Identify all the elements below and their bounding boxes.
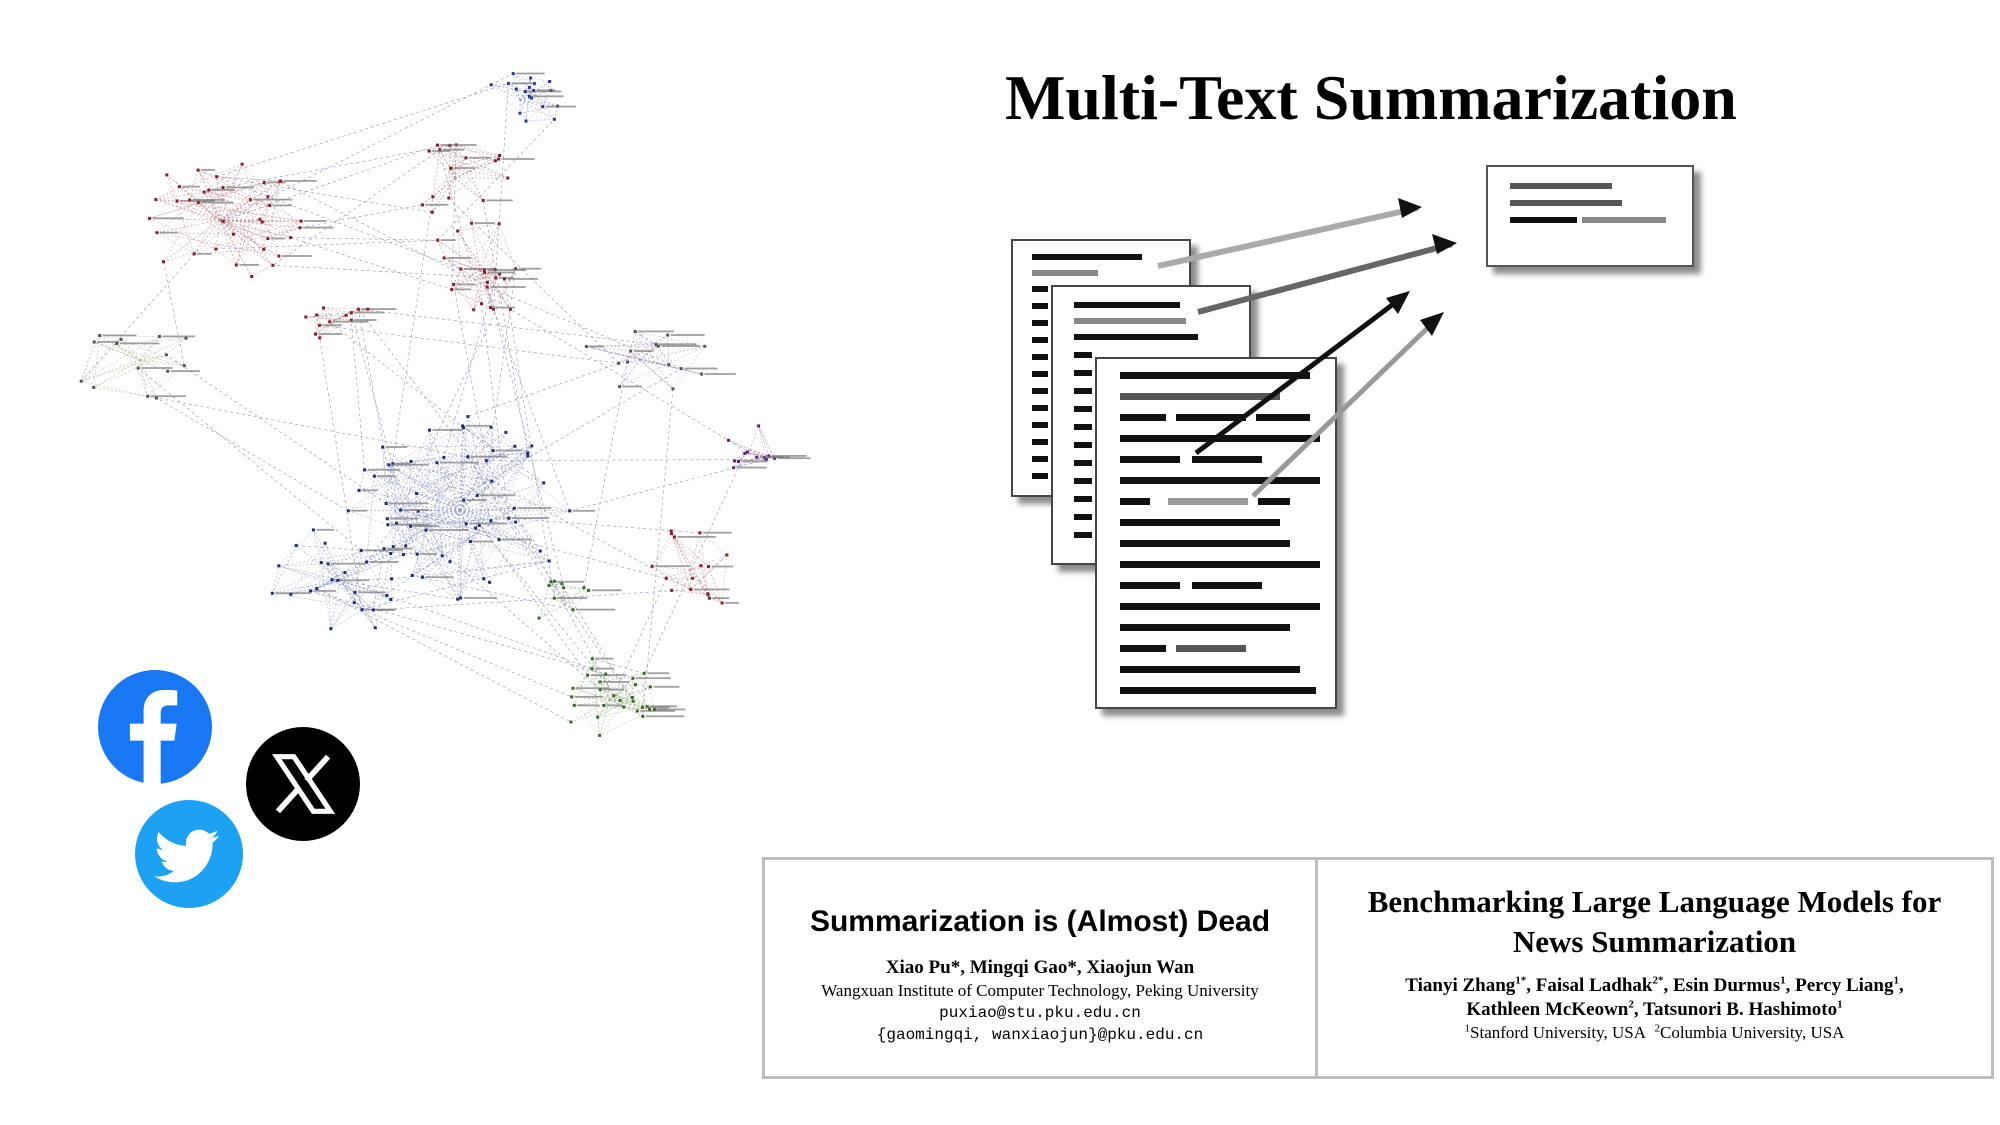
summary-document xyxy=(1486,165,1694,267)
arrows xyxy=(1157,198,1457,498)
text-line xyxy=(1074,514,1092,520)
x-icon xyxy=(246,727,360,841)
arrow-2-head xyxy=(1432,234,1457,254)
text-line xyxy=(1168,498,1248,505)
author-3: Esin Durmus xyxy=(1672,975,1781,996)
text-line xyxy=(1032,320,1048,326)
text-line xyxy=(1032,286,1048,292)
text-line xyxy=(1120,603,1320,610)
text-line xyxy=(1120,540,1290,547)
text-line xyxy=(1032,354,1048,360)
page-title: Multi-Text Summarization xyxy=(1005,62,1737,133)
text-line xyxy=(1074,318,1186,324)
paper-title-2-line1: Benchmarking Large Language Models for xyxy=(1367,884,1942,919)
text-line xyxy=(1120,498,1150,505)
text-line xyxy=(1032,254,1142,260)
paper-affiliation-2: 1Stanford University, USA 2Columbia Univ… xyxy=(1464,1022,1845,1042)
arrow-4-head xyxy=(1420,312,1444,336)
text-line xyxy=(1120,456,1180,463)
text-line xyxy=(1120,435,1320,442)
author-2: Faisal Ladhak xyxy=(1535,975,1653,996)
source-document-3 xyxy=(1095,357,1337,709)
arrow-4 xyxy=(1251,316,1440,498)
paper-email-2: {gaomingqi, wanxiaojun}@pku.edu.cn xyxy=(876,1026,1204,1044)
papers-box: Summarization is (Almost) Dead Xiao Pu*,… xyxy=(762,857,1994,1079)
text-line xyxy=(1120,561,1320,568)
text-line xyxy=(1074,442,1092,448)
text-line xyxy=(1032,473,1048,479)
twitter-icon xyxy=(135,800,243,908)
text-line xyxy=(1120,519,1280,526)
paper-affiliation-1: Wangxuan Institute of Computer Technolog… xyxy=(821,981,1259,1000)
text-line xyxy=(1258,498,1290,505)
text-line xyxy=(1074,478,1092,484)
arrow-2 xyxy=(1197,241,1453,315)
text-line xyxy=(1032,422,1048,428)
text-line xyxy=(1032,337,1048,343)
text-line xyxy=(1120,645,1166,652)
network-graph xyxy=(79,72,811,737)
text-line xyxy=(1192,582,1262,589)
arrow-3 xyxy=(1194,294,1406,455)
paper-title-2-line2: News Summarization xyxy=(1512,924,1797,959)
paper-authors-1: Xiao Pu*, Mingqi Gao*, Xiaojun Wan xyxy=(885,957,1195,978)
text-line xyxy=(1120,414,1166,421)
text-line xyxy=(1176,645,1246,652)
author-6: Tatsunori B. Hashimoto xyxy=(1643,999,1838,1020)
arrow-3-head xyxy=(1386,291,1410,314)
text-line xyxy=(1032,439,1048,445)
text-line xyxy=(1074,532,1092,538)
text-line xyxy=(1176,414,1246,421)
text-line xyxy=(1120,687,1316,694)
text-line xyxy=(1032,270,1098,276)
text-line xyxy=(1120,624,1290,631)
paper-email-1: puxiao@stu.pku.edu.cn xyxy=(939,1004,1141,1022)
text-line xyxy=(1074,302,1180,308)
text-line xyxy=(1074,406,1092,412)
text-line xyxy=(1074,496,1092,502)
author-1: Tianyi Zhang xyxy=(1405,975,1516,996)
arrow-1 xyxy=(1157,205,1419,269)
paper-authors-2: Tianyi Zhang1*, Faisal Ladhak2*, Esin Du… xyxy=(1405,974,1904,1020)
facebook-icon xyxy=(98,670,212,784)
text-line xyxy=(1074,352,1092,358)
text-line xyxy=(1120,477,1320,484)
text-line xyxy=(1120,666,1300,673)
documents-illustration xyxy=(1011,165,1694,709)
text-line xyxy=(1032,456,1048,462)
text-line xyxy=(1120,582,1180,589)
text-line xyxy=(1032,405,1048,411)
text-line xyxy=(1120,372,1310,379)
arrow-1-head xyxy=(1398,198,1422,218)
text-line xyxy=(1074,388,1092,394)
author-4: Percy Liang xyxy=(1795,975,1894,996)
text-line xyxy=(1192,456,1262,463)
author-5: Kathleen McKeown xyxy=(1466,999,1629,1020)
text-line xyxy=(1256,414,1310,421)
text-line xyxy=(1074,334,1198,340)
text-line xyxy=(1074,370,1092,376)
text-line xyxy=(1120,393,1280,400)
text-line xyxy=(1032,388,1048,394)
text-line xyxy=(1074,460,1092,466)
text-line xyxy=(1074,424,1092,430)
text-line xyxy=(1032,303,1048,309)
paper-title-1: Summarization is (Almost) Dead xyxy=(809,905,1271,938)
paper-card-2: Benchmarking Large Language Models for N… xyxy=(1318,860,1991,1076)
text-line xyxy=(1032,371,1048,377)
paper-card-1: Summarization is (Almost) Dead Xiao Pu*,… xyxy=(765,860,1318,1076)
